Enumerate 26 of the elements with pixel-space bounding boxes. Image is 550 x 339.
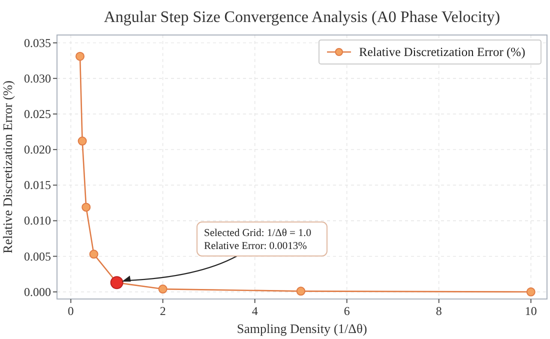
x-tick-label: 6 xyxy=(344,304,350,318)
point xyxy=(296,286,306,296)
y-tick-label: 0.025 xyxy=(24,106,51,121)
x-tick-label: 2 xyxy=(160,304,166,318)
y-tick-label: 0.030 xyxy=(24,71,51,86)
point xyxy=(89,250,98,259)
y-tick-label: 0.005 xyxy=(24,249,51,264)
point xyxy=(158,284,168,294)
y-axis-title: Relative Discretization Error (%) xyxy=(0,80,15,254)
x-tick-label: 10 xyxy=(524,304,537,318)
y-tick-label: 0.035 xyxy=(24,36,51,50)
point xyxy=(78,136,87,146)
y-tick-label: 0.010 xyxy=(24,214,51,228)
x-tick-label: 8 xyxy=(436,304,442,318)
y-tick-label: 0.020 xyxy=(24,142,51,157)
x-tick-label: 4 xyxy=(252,304,258,318)
annotation: Selected Grid: 1/Δθ = 1.0 Relative Error: 0.0013% xyxy=(204,228,312,252)
y-tick-label: 0.000 xyxy=(24,284,51,299)
x-axis-title: Sampling Density (1/Δθ) xyxy=(236,321,368,336)
legend-label: Relative Discretization Error (%) xyxy=(359,45,526,59)
chart-title: Angular Step Size Convergence Analysis (A0 Phase Velocity) xyxy=(104,9,500,26)
point xyxy=(76,52,85,61)
point xyxy=(526,287,536,296)
y-tick-label: 0.015 xyxy=(24,178,51,192)
point xyxy=(82,202,91,212)
x-tick-label: 0 xyxy=(68,304,74,318)
